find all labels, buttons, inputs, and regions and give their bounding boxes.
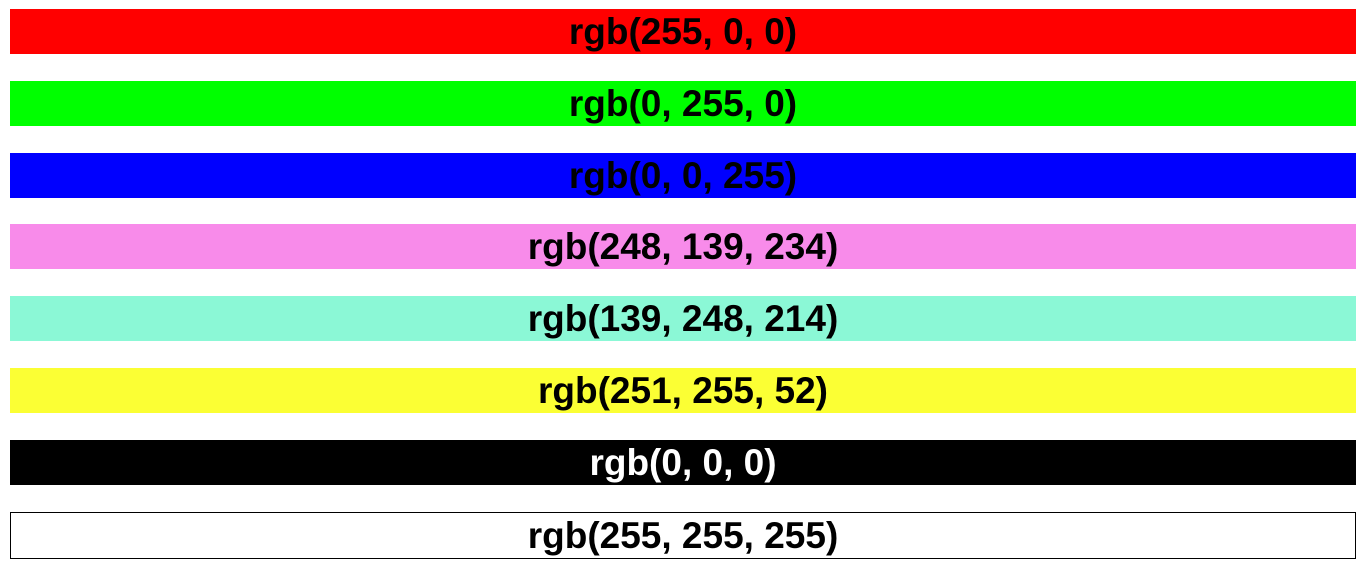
color-swatch-black: rgb(0, 0, 0) [10,440,1356,485]
swatch-label: rgb(0, 255, 0) [568,83,798,124]
swatch-label: rgb(0, 0, 255) [568,155,798,196]
color-swatch-blue: rgb(0, 0, 255) [10,153,1356,198]
color-swatch-green: rgb(0, 255, 0) [10,81,1356,126]
color-swatch-pink: rgb(248, 139, 234) [10,224,1356,269]
swatch-label: rgb(255, 255, 255) [527,515,839,556]
color-swatch-red: rgb(255, 0, 0) [10,9,1356,54]
swatch-label: rgb(255, 0, 0) [568,11,798,52]
swatch-label: rgb(248, 139, 234) [527,226,839,267]
swatch-label: rgb(139, 248, 214) [527,298,839,339]
swatch-label: rgb(251, 255, 52) [538,370,828,411]
color-swatch-yellow: rgb(251, 255, 52) [10,368,1356,413]
color-swatch-white: rgb(255, 255, 255) [10,512,1356,559]
swatch-label: rgb(0, 0, 0) [589,442,777,483]
color-swatch-aquamarine: rgb(139, 248, 214) [10,296,1356,341]
